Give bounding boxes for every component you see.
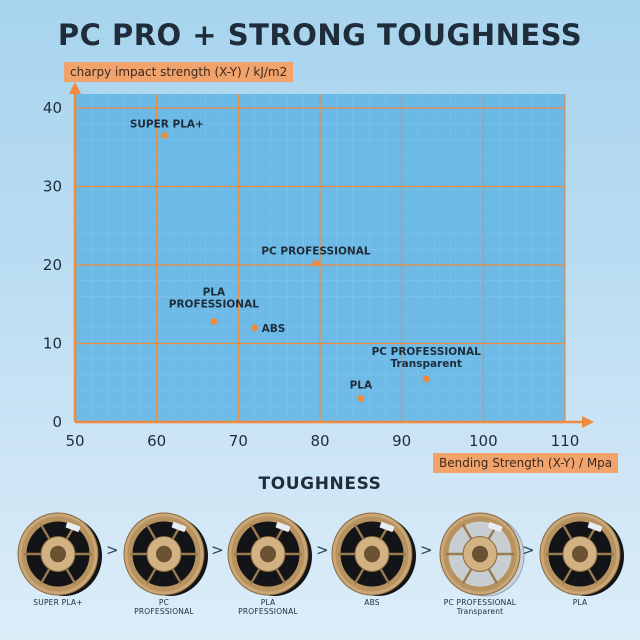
toughness-separator: > — [522, 541, 535, 559]
x-tick-label: 110 — [551, 432, 580, 450]
y-tick-label: 40 — [43, 99, 62, 117]
x-tick-label: 100 — [469, 432, 498, 450]
filament-spool — [220, 510, 316, 598]
spool-image — [123, 512, 208, 596]
toughness-separator: > — [106, 541, 119, 559]
x-tick-label: 70 — [229, 432, 248, 450]
y-axis-label: charpy impact strength (X-Y) / kJ/m2 — [64, 62, 294, 82]
y-tick-label: 0 — [52, 413, 62, 431]
scatter-chart: 50 60 70 80 90 100 110 0 10 20 30 40 SUPER PLA+ PC P… — [43, 82, 594, 450]
data-point-label: SUPER PLA+ — [130, 118, 204, 130]
spool-image — [227, 512, 312, 596]
data-point-label: PLA PROFESSIONAL — [169, 287, 259, 311]
filament-spool — [116, 510, 212, 598]
spool-image — [539, 512, 624, 596]
spool-image — [439, 512, 525, 597]
y-tick-label: 30 — [43, 178, 62, 196]
x-tick-label: 60 — [147, 432, 166, 450]
filament-spool — [532, 510, 628, 598]
data-point — [210, 318, 218, 325]
data-point — [357, 395, 365, 402]
toughness-separator: > — [211, 541, 224, 559]
filament-spool — [432, 510, 528, 598]
data-point-label: PC PROFESSIONAL Transparent — [372, 346, 482, 370]
x-tick-label: 90 — [392, 432, 411, 450]
x-axis-label: Bending Strength (X-Y) / Mpa — [433, 453, 619, 473]
toughness-separator: > — [420, 541, 433, 559]
spool-image — [331, 512, 416, 596]
spool-label: PC PROFESSIONAL Transparent — [443, 598, 517, 616]
spool-label: PC PROFESSIONAL — [134, 598, 194, 616]
spool-label: SUPER PLA+ — [33, 598, 83, 607]
spool-label: PLA PROFESSIONAL — [238, 598, 298, 616]
data-point — [422, 375, 430, 383]
data-point — [161, 132, 169, 139]
y-tick-label: 20 — [43, 256, 62, 274]
y-tick-label: 10 — [43, 335, 62, 353]
data-point-label: PLA — [350, 379, 373, 391]
filament-spool — [10, 510, 106, 598]
x-axis-arrow — [582, 416, 594, 428]
spool-image — [17, 512, 102, 596]
y-axis-arrow — [69, 82, 81, 94]
data-point-label: PC PROFESSIONAL — [261, 245, 371, 257]
filament-spool — [324, 510, 420, 598]
x-tick-label: 80 — [310, 432, 329, 450]
data-point-label: ABS — [262, 323, 286, 335]
data-point — [312, 260, 320, 267]
toughness-title: TOUGHNESS — [258, 474, 382, 494]
spool-label: PLA — [572, 598, 588, 607]
page-title: PC PRO + STRONG TOUGHNESS — [57, 18, 583, 52]
toughness-separator: > — [316, 541, 329, 559]
x-tick-label: 50 — [65, 432, 84, 450]
data-point — [251, 324, 259, 332]
spool-label: ABS — [364, 598, 380, 607]
